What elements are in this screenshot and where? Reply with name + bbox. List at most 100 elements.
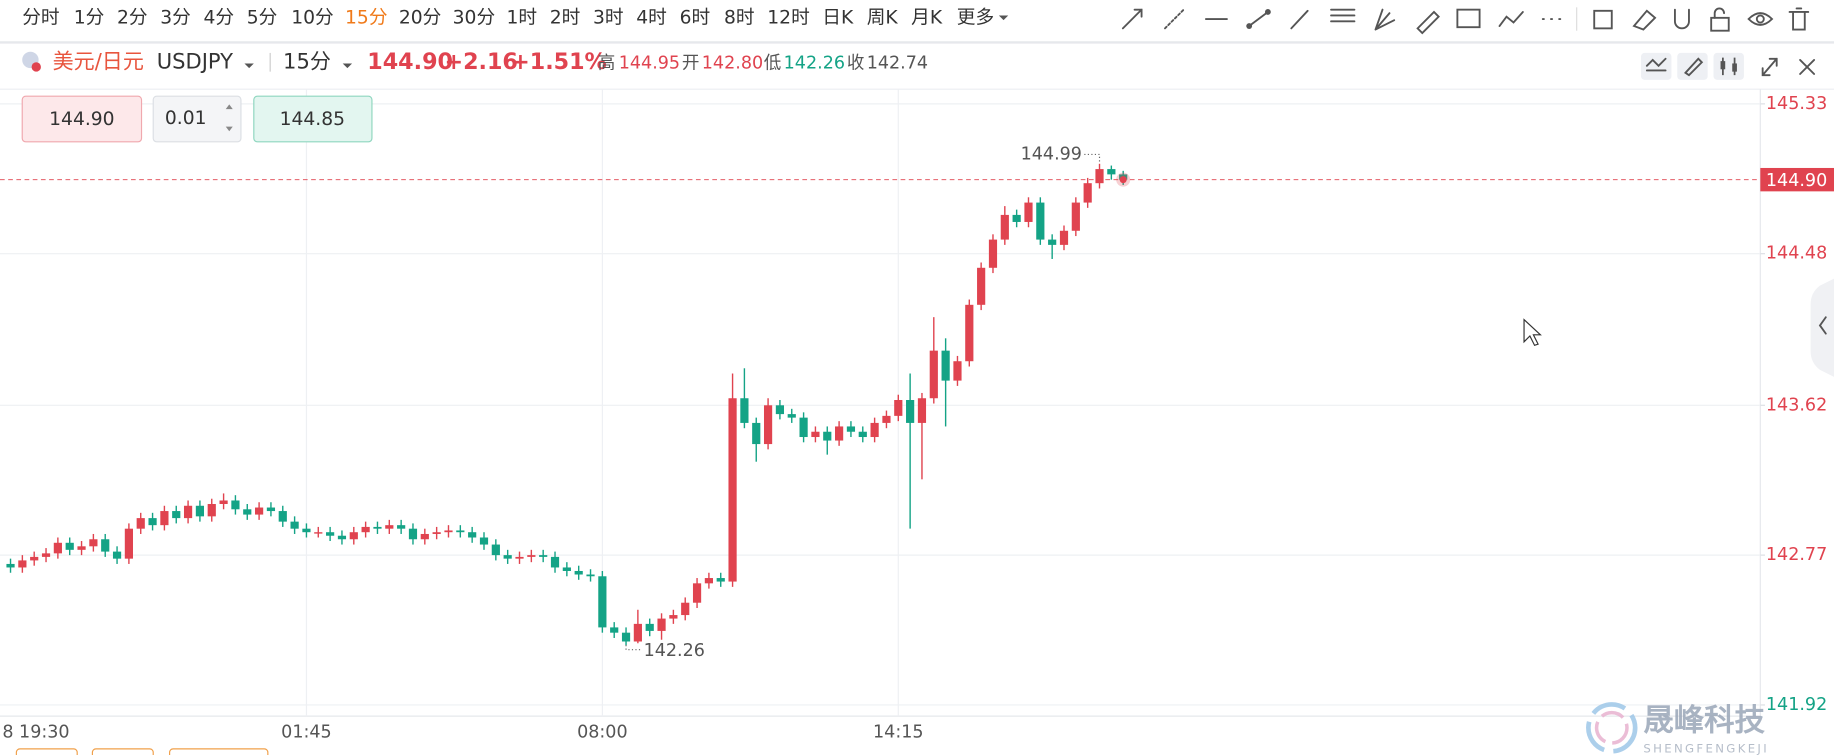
candle-body xyxy=(266,507,276,512)
symbol-code[interactable]: USDJPY xyxy=(157,48,233,73)
candle-body xyxy=(6,563,15,568)
candle-body xyxy=(503,555,512,559)
candle-body xyxy=(148,518,157,526)
interval[interactable]: 15分 xyxy=(283,48,331,73)
candle-body xyxy=(30,556,39,561)
indicator-button[interactable] xyxy=(1641,52,1672,80)
candle-body xyxy=(633,623,642,642)
tool-trend[interactable] xyxy=(1290,9,1309,30)
interval-tab[interactable]: 分时 xyxy=(22,7,59,28)
candle-body xyxy=(124,528,133,559)
x-tick-label: 8 19:30 xyxy=(2,722,69,742)
interval-tab[interactable]: 2时 xyxy=(550,7,581,28)
price-change-pct: +1.51% xyxy=(511,49,607,75)
candle-body xyxy=(349,532,358,540)
close-button[interactable] xyxy=(1799,59,1816,75)
bottom-tab[interactable] xyxy=(15,748,78,755)
candle-body xyxy=(255,507,264,515)
candle-body xyxy=(290,521,299,529)
candle-button[interactable] xyxy=(1713,52,1744,80)
candle-body xyxy=(835,426,844,441)
candle-body xyxy=(811,431,820,438)
interval-tab[interactable]: 2分 xyxy=(117,7,148,28)
drawing-tools xyxy=(1121,7,1810,35)
candle-body xyxy=(988,239,998,268)
interval-tab[interactable]: 月K xyxy=(911,7,943,28)
tool-image[interactable] xyxy=(1456,8,1481,29)
candle-body xyxy=(799,417,808,438)
candle-body xyxy=(1107,169,1116,175)
tool-magnet[interactable] xyxy=(1673,8,1690,30)
lot-size: 0.01 xyxy=(165,108,207,129)
interval-tab[interactable]: 12时 xyxy=(767,7,810,28)
tool-edit[interactable] xyxy=(1593,9,1613,30)
candle-body xyxy=(562,567,571,571)
stat-label: 低 xyxy=(764,53,782,73)
tool-eraser[interactable] xyxy=(1632,9,1657,31)
candle-body xyxy=(775,405,785,415)
symbol-name[interactable]: 美元/日元 xyxy=(53,48,144,73)
candle-body xyxy=(539,555,548,557)
candle-body xyxy=(965,304,974,362)
interval-tab[interactable]: 4分 xyxy=(204,7,235,28)
candle-body xyxy=(397,525,406,529)
interval-tab[interactable]: 周K xyxy=(867,7,899,28)
interval-tab[interactable]: 8时 xyxy=(724,7,755,28)
candle-body xyxy=(1083,183,1092,203)
interval-tab[interactable]: 更多 xyxy=(957,7,994,28)
candle-body xyxy=(752,422,761,445)
tool-segment-dot xyxy=(1264,9,1271,15)
candle-body xyxy=(1000,214,1009,240)
draw-icon xyxy=(1684,57,1704,77)
tool-delete[interactable] xyxy=(1788,7,1810,31)
tool-eye[interactable] xyxy=(1747,12,1774,26)
tool-pen[interactable] xyxy=(1416,10,1440,35)
tool-segment[interactable] xyxy=(1248,11,1269,27)
candle-body xyxy=(385,525,394,529)
y-tick-label: 141.92 xyxy=(1766,695,1827,715)
caret[interactable] xyxy=(244,63,254,69)
candle-body xyxy=(681,602,690,616)
interval-tab[interactable]: 1分 xyxy=(74,7,105,28)
interval-tab[interactable]: 10分 xyxy=(291,7,334,28)
interval-tab[interactable]: 20分 xyxy=(399,7,442,28)
candle-body xyxy=(373,526,382,529)
tool-fib[interactable] xyxy=(1330,8,1356,23)
candle-body xyxy=(183,505,193,519)
candle-body xyxy=(101,539,110,552)
tool-arrow[interactable] xyxy=(1121,8,1143,30)
lot-input[interactable] xyxy=(152,95,242,143)
interval-tab[interactable]: 30分 xyxy=(453,7,496,28)
tool-wave[interactable] xyxy=(1498,11,1524,27)
stat-label: 收 xyxy=(847,53,865,73)
sell-button[interactable] xyxy=(21,95,143,143)
candle-body xyxy=(219,500,228,505)
interval-tab[interactable]: 日K xyxy=(822,7,854,28)
interval-tab[interactable]: 3分 xyxy=(160,7,191,28)
candle-body xyxy=(917,398,927,423)
watermark-pinyin: SHENGFENGKEJI xyxy=(1643,741,1769,755)
interval-tab[interactable]: 1时 xyxy=(506,7,537,28)
candle-body xyxy=(231,500,240,510)
bottom-tab[interactable] xyxy=(169,748,269,755)
candle-body xyxy=(1012,214,1021,222)
buy-button[interactable] xyxy=(253,95,373,143)
interval-tab[interactable]: 6时 xyxy=(680,7,711,28)
interval-tab[interactable]: 15分 xyxy=(345,7,388,28)
tool-fan[interactable] xyxy=(1374,8,1396,31)
caret[interactable] xyxy=(342,63,353,69)
candle-body xyxy=(906,400,915,423)
bottom-tab[interactable] xyxy=(91,748,154,755)
candle-body xyxy=(314,532,323,534)
tool-lock[interactable] xyxy=(1710,16,1730,32)
interval-tab[interactable]: 3时 xyxy=(593,7,624,28)
sell-price: 144.90 xyxy=(49,109,114,130)
fullscreen-button[interactable] xyxy=(1761,57,1778,77)
interval-tab[interactable]: 4时 xyxy=(636,7,667,28)
candle-body xyxy=(326,532,335,536)
interval-tab[interactable]: 5分 xyxy=(247,7,278,28)
tool-ray[interactable] xyxy=(1164,8,1185,30)
candle-body xyxy=(870,422,879,438)
candle-icon xyxy=(1720,61,1726,70)
candle-body xyxy=(1048,239,1057,245)
